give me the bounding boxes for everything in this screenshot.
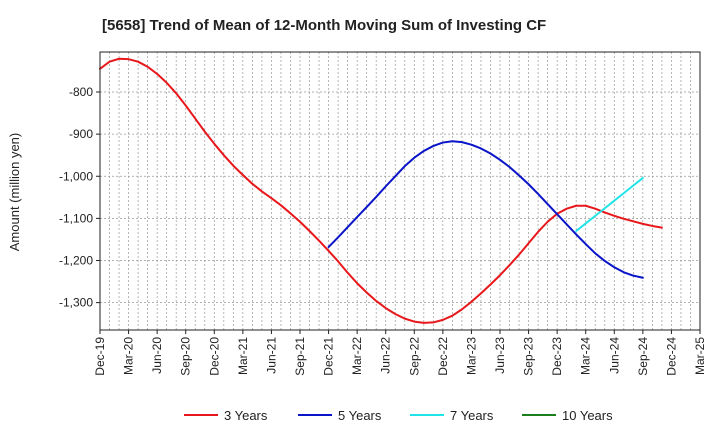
y-tick-label: -1,100: [59, 211, 93, 225]
legend: 3 Years 5 Years 7 Years 10 Years: [184, 408, 613, 423]
x-tick-label: Sep-24: [636, 337, 650, 376]
y-tick-label: -800: [69, 85, 93, 99]
x-tick-label: Sep-23: [522, 337, 536, 376]
legend-label: 5 Years: [338, 408, 382, 423]
x-axis-ticks: Dec-19 Mar-20 Jun-20 Sep-20 Dec-20 Mar-21 Jun-…: [93, 330, 707, 376]
x-tick-label: Jun-23: [493, 337, 507, 374]
x-tick-label: Mar-23: [464, 337, 478, 375]
series-line-7-years: [575, 176, 644, 233]
x-tick-label: Mar-25: [693, 337, 707, 375]
x-tick-label: Dec-24: [664, 337, 678, 376]
y-tick-label: -1,200: [59, 254, 93, 268]
plot-area-frame: [99, 51, 701, 331]
y-tick-label: -1,000: [59, 169, 93, 183]
x-tick-label: Dec-19: [93, 337, 107, 376]
x-tick-label: Dec-22: [436, 337, 450, 376]
y-axis-label: Amount (million yen): [7, 133, 22, 252]
x-tick-label: Sep-21: [293, 337, 307, 376]
y-axis-ticks: -800 -900 -1,000 -1,100 -1,200 -1,300: [59, 85, 100, 310]
legend-label: 7 Years: [450, 408, 494, 423]
x-tick-label: Sep-20: [179, 337, 193, 376]
grid-lines: [100, 52, 700, 330]
legend-label: 3 Years: [224, 408, 268, 423]
x-tick-label: Sep-22: [407, 337, 421, 376]
x-tick-label: Mar-21: [236, 337, 250, 375]
x-tick-label: Jun-21: [264, 337, 278, 374]
x-tick-label: Jun-24: [607, 337, 621, 374]
series-lines: [99, 57, 663, 324]
series-line-3-years: [99, 57, 663, 324]
y-tick-label: -900: [69, 127, 93, 141]
x-tick-label: Dec-23: [550, 337, 564, 376]
x-tick-label: Jun-22: [379, 337, 393, 374]
chart-title: [5658] Trend of Mean of 12-Month Moving …: [102, 17, 546, 34]
series-line-5-years: [327, 140, 644, 279]
legend-label: 10 Years: [562, 408, 613, 423]
x-tick-label: Jun-20: [150, 337, 164, 374]
y-tick-label: -1,300: [59, 296, 93, 310]
x-tick-label: Mar-24: [579, 337, 593, 375]
x-tick-label: Mar-22: [350, 337, 364, 375]
x-tick-label: Mar-20: [122, 337, 136, 375]
x-tick-label: Dec-21: [322, 337, 336, 376]
x-tick-label: Dec-20: [207, 337, 221, 376]
